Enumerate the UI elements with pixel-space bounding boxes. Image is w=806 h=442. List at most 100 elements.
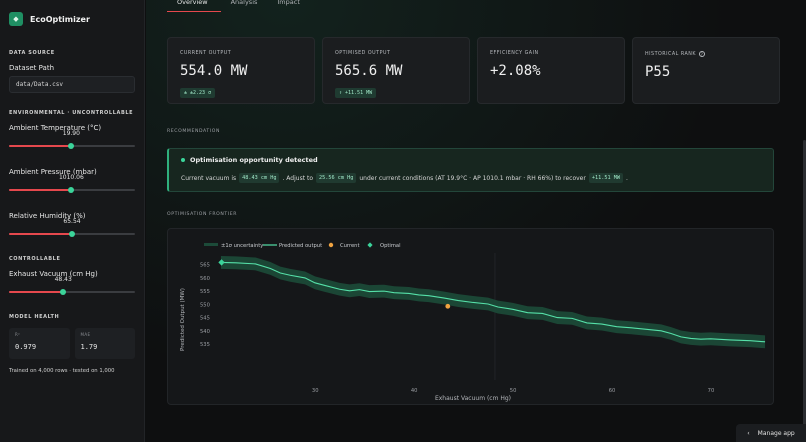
chevron-left-icon: ‹ <box>747 429 750 437</box>
kpi-label: OPTIMISED OUTPUT <box>335 51 391 56</box>
environmental-title: ENVIRONMENTAL · UNCONTROLLABLE <box>9 110 134 116</box>
r2-card: R² 0.979 <box>9 328 70 359</box>
ambient-temperature-value: 19.90 <box>62 130 80 137</box>
legend-current-swatch <box>328 242 334 248</box>
x-tick-label: 30 <box>312 388 319 394</box>
manage-app-button[interactable]: ‹ Manage app <box>736 424 806 442</box>
x-axis-label: Exhaust Vacuum (cm Hg) <box>435 395 511 402</box>
x-tick-label: 70 <box>708 388 715 394</box>
relative-humidity-value: 65.54 <box>63 218 81 225</box>
target-vacuum-chip: 25.56 cm Hg <box>316 173 357 183</box>
kpi-historical-rank: HISTORICAL RANK ? P55 <box>632 37 780 104</box>
r2-label: R² <box>15 332 21 337</box>
kpi-optimised-output: OPTIMISED OUTPUT 565.6 MW ↑ +11.51 MW <box>322 37 470 104</box>
data-source-title: DATA SOURCE <box>9 50 55 56</box>
frontier-chart-card: 565 560 555 550 545 540 535 30 40 50 60 70 Exhaust V… <box>167 228 774 405</box>
x-tick-label: 40 <box>411 388 418 394</box>
kpi-current-output: CURRENT OUTPUT 554.0 MW ± ±2.23 σ <box>167 37 315 104</box>
app-name: EcoOptimizer <box>30 14 90 24</box>
recommendation-title: RECOMMENDATION <box>167 129 221 134</box>
legend-label-uncertainty: ±1σ uncertainty <box>221 243 263 249</box>
optimal-point <box>218 259 225 266</box>
current-vacuum-chip: 48.43 cm Hg <box>239 173 280 183</box>
dataset-path-input[interactable]: data/Data.csv <box>9 76 135 93</box>
slider-fill <box>9 189 72 191</box>
kpi-label: EFFICIENCY GAIN <box>490 51 539 56</box>
relative-humidity-slider[interactable]: 65.54 <box>9 218 135 242</box>
frontier-chart[interactable]: 565 560 555 550 545 540 535 30 40 50 60 70 Exhaust V… <box>168 229 775 406</box>
ambient-pressure-slider[interactable]: 1010.06 <box>9 174 135 198</box>
dataset-path-label: Dataset Path <box>9 64 55 72</box>
x-tick-label: 50 <box>510 388 517 394</box>
mae-label: MAE <box>80 332 91 337</box>
kpi-badge: ± ±2.23 σ <box>180 88 216 98</box>
slider-thumb[interactable] <box>60 289 67 295</box>
exhaust-vacuum-slider[interactable]: 48.43 <box>9 276 135 300</box>
kpi-label: CURRENT OUTPUT <box>180 51 232 56</box>
legend-label-optimal: Optimal <box>380 243 401 249</box>
kpi-value: 554.0 MW <box>180 63 248 79</box>
tab-analysis[interactable]: Analysis <box>230 0 258 6</box>
r2-value: 0.979 <box>15 343 37 351</box>
recommendation-header: Optimisation opportunity detected <box>181 156 761 164</box>
slider-fill <box>9 291 64 293</box>
mae-card: MAE 1.79 <box>74 328 135 359</box>
exhaust-vacuum-value: 48.43 <box>54 276 72 283</box>
ambient-pressure-value: 1010.06 <box>58 174 84 181</box>
recommendation-card: Optimisation opportunity detected Curren… <box>167 148 774 192</box>
reco-text-2: . Adjust to <box>282 174 313 182</box>
recommendation-text: Current vacuum is 48.43 cm Hg . Adjust t… <box>181 173 761 183</box>
predicted-output-line <box>220 261 766 343</box>
model-health-cards: R² 0.979 MAE 1.79 <box>9 328 135 359</box>
frontier-title: OPTIMISATION FRONTIER <box>167 212 238 217</box>
legend-label-predicted: Predicted output <box>279 243 322 249</box>
diamond-icon: ◆ <box>9 12 23 26</box>
y-tick-label: 545 <box>200 316 210 322</box>
model-health-title: MODEL HEALTH <box>9 314 60 320</box>
legend-optimal-swatch <box>367 242 373 248</box>
controllable-title: CONTROLLABLE <box>9 256 61 262</box>
slider-thumb[interactable] <box>69 231 75 237</box>
tab-overview[interactable]: Overview <box>167 0 221 12</box>
manage-app-label: Manage app <box>757 429 795 437</box>
kpi-value: 565.6 MW <box>335 63 403 79</box>
mae-value: 1.79 <box>80 343 98 351</box>
tab-impact[interactable]: Impact <box>277 0 300 6</box>
legend-label-current: Current <box>340 243 359 249</box>
ambient-temperature-label: Ambient Temperature (°C) <box>9 124 102 132</box>
kpi-label: HISTORICAL RANK <box>645 51 697 57</box>
scrollbar[interactable] <box>803 140 806 430</box>
reco-text-3: under current conditions (AT 19.9°C · AP… <box>359 174 586 182</box>
sidebar: ◆ EcoOptimizer DATA SOURCE Dataset Path … <box>0 0 145 442</box>
relative-humidity-label: Relative Humidity (%) <box>9 212 86 220</box>
uncertainty-band <box>220 255 766 349</box>
reco-text-1: Current vacuum is <box>181 174 237 182</box>
slider-fill <box>9 145 72 147</box>
legend-band-swatch <box>204 243 218 246</box>
tab-bar: Overview Analysis Impact <box>167 0 310 12</box>
recover-chip: +11.51 MW <box>588 173 623 183</box>
training-note: Trained on 4,000 rows · tested on 1,000 <box>9 368 115 374</box>
kpi-efficiency-gain: EFFICIENCY GAIN +2.08% <box>477 37 625 104</box>
y-tick-label: 555 <box>200 289 210 295</box>
exhaust-vacuum-label: Exhaust Vacuum (cm Hg) <box>9 270 98 278</box>
kpi-label-row: HISTORICAL RANK ? <box>645 51 767 57</box>
kpi-value: P55 <box>645 64 671 80</box>
help-icon[interactable]: ? <box>699 51 706 57</box>
status-dot-icon <box>181 158 185 162</box>
current-point <box>445 303 451 309</box>
slider-thumb[interactable] <box>68 143 75 149</box>
reco-text-4: . <box>625 174 628 182</box>
slider-thumb[interactable] <box>68 187 75 193</box>
y-tick-label: 540 <box>200 329 210 335</box>
ambient-temperature-slider[interactable]: 19.90 <box>9 130 135 154</box>
recommendation-heading: Optimisation opportunity detected <box>190 156 318 164</box>
brand: ◆ EcoOptimizer <box>9 12 135 26</box>
ambient-pressure-label: Ambient Pressure (mbar) <box>9 168 97 176</box>
kpi-value: +2.08% <box>490 63 541 79</box>
y-tick-label: 560 <box>200 276 210 282</box>
x-tick-label: 60 <box>609 388 616 394</box>
y-tick-label: 535 <box>200 342 210 348</box>
slider-track[interactable] <box>9 291 135 293</box>
